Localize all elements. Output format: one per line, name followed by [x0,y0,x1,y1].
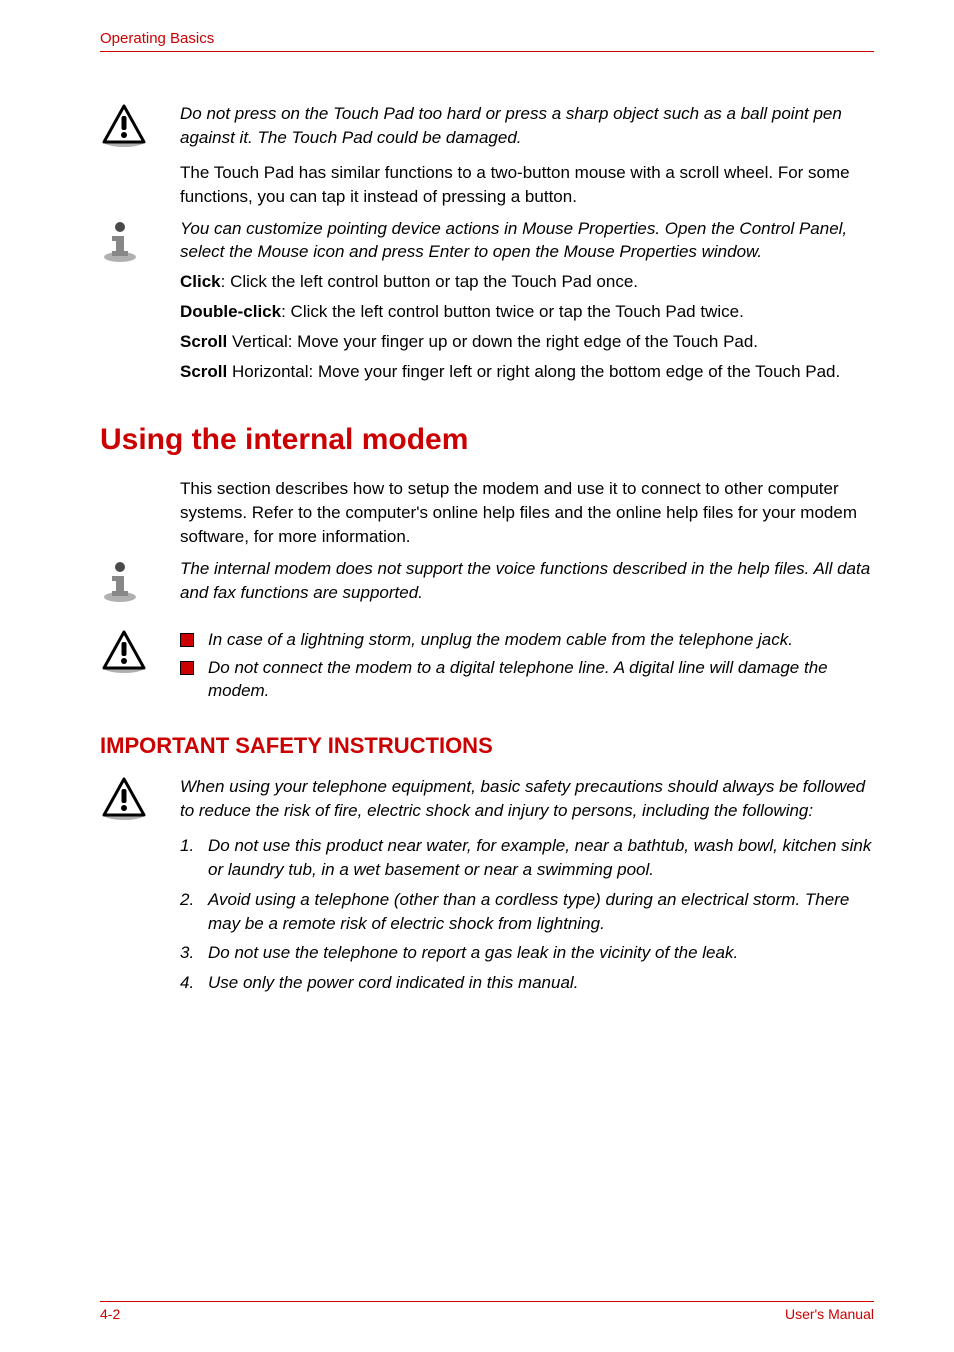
warning-icon [100,102,180,153]
section-intro: This section describes how to setup the … [180,477,874,548]
numbered-item: 2. Avoid using a telephone (other than a… [180,888,874,936]
footer-title: User's Manual [785,1306,874,1322]
caution-block: When using your telephone equipment, bas… [100,775,874,826]
bullet-text: In case of a lightning storm, unplug the… [208,628,793,652]
item-text: Avoid using a telephone (other than a co… [208,888,874,936]
section-heading: Using the internal modem [100,423,874,457]
click-line: Click: Click the left control button or … [180,270,874,294]
scroll-vertical-line: Scroll Vertical: Move your finger up or … [180,330,874,354]
numbered-item: 4. Use only the power cord indicated in … [180,971,874,995]
info-icon [100,557,180,608]
bullet-icon [180,633,194,647]
caution-text: Do not press on the Touch Pad too hard o… [180,102,874,150]
page-footer: 4-2 User's Manual [100,1301,874,1322]
info-text: The internal modem does not support the … [180,557,874,605]
bullet-icon [180,661,194,675]
info-icon [100,217,180,268]
info-text-container: You can customize pointing device action… [180,217,874,384]
safety-intro: When using your telephone equipment, bas… [180,775,874,823]
bullet-text: Do not connect the modem to a digital te… [208,656,874,704]
body-paragraph: The Touch Pad has similar functions to a… [180,161,874,209]
running-header: Operating Basics [100,30,874,52]
bullet-item: In case of a lightning storm, unplug the… [180,628,874,652]
caution-block: Do not press on the Touch Pad too hard o… [100,102,874,153]
info-text: You can customize pointing device action… [180,217,874,265]
info-block: The internal modem does not support the … [100,557,874,608]
warning-icon [100,775,180,826]
item-text: Do not use the telephone to report a gas… [208,941,738,965]
page-number: 4-2 [100,1306,120,1322]
doubleclick-line: Double-click: Click the left control but… [180,300,874,324]
scroll-horizontal-line: Scroll Horizontal: Move your finger left… [180,360,874,384]
caution-bullet-list: In case of a lightning storm, unplug the… [180,628,874,707]
info-block: You can customize pointing device action… [100,217,874,384]
item-number: 4. [180,971,208,995]
bullet-item: Do not connect the modem to a digital te… [180,656,874,704]
numbered-item: 1. Do not use this product near water, f… [180,834,874,882]
item-text: Use only the power cord indicated in thi… [208,971,578,995]
item-text: Do not use this product near water, for … [208,834,874,882]
subsection-heading: IMPORTANT SAFETY INSTRUCTIONS [100,733,874,759]
item-number: 1. [180,834,208,858]
warning-icon [100,628,180,679]
numbered-item: 3. Do not use the telephone to report a … [180,941,874,965]
item-number: 3. [180,941,208,965]
item-number: 2. [180,888,208,912]
caution-block: In case of a lightning storm, unplug the… [100,628,874,707]
